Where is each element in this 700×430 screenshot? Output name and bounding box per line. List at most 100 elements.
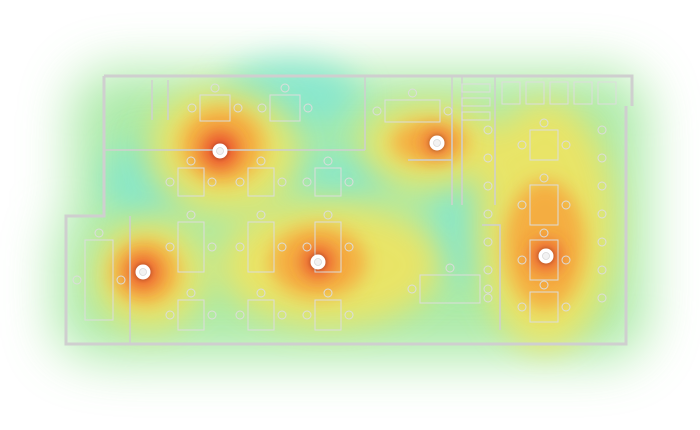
desk-79	[461, 97, 491, 107]
access-point-icon	[216, 147, 224, 155]
desk-76	[573, 81, 593, 105]
chair-59	[483, 284, 493, 294]
chair-14	[165, 242, 175, 252]
desk-1	[177, 167, 205, 197]
desk-75	[549, 81, 569, 105]
chair-20	[256, 210, 266, 220]
chair-16	[186, 210, 196, 220]
chair-19	[277, 242, 287, 252]
chair-82	[483, 125, 493, 135]
access-point-icon	[542, 252, 550, 260]
chair-83	[597, 153, 607, 163]
chair-7	[277, 177, 287, 187]
chair-38	[72, 275, 82, 285]
chair-72	[408, 88, 417, 98]
chair-22	[302, 242, 312, 252]
chair-91	[597, 265, 607, 275]
access-point-icon	[139, 268, 147, 276]
chair-62	[257, 103, 267, 113]
chair-93	[597, 293, 607, 303]
desk-65	[199, 94, 231, 122]
chair-47	[561, 200, 571, 210]
chair-70	[372, 106, 382, 116]
desk-13	[177, 221, 205, 273]
chair-3	[207, 177, 217, 187]
chair-36	[323, 288, 333, 298]
chair-4	[186, 156, 196, 166]
chair-46	[517, 200, 527, 210]
desk-41	[529, 129, 559, 161]
chair-24	[323, 210, 333, 220]
chair-51	[561, 255, 571, 265]
chair-42	[517, 140, 527, 150]
furniture	[72, 81, 617, 331]
chair-44	[539, 118, 549, 128]
chair-34	[302, 310, 312, 320]
access-point-icon	[314, 258, 322, 266]
chair-54	[517, 302, 527, 312]
chair-35	[344, 310, 354, 320]
desk-53	[529, 291, 559, 323]
desk-37	[84, 239, 114, 321]
chair-6	[235, 177, 245, 187]
outer-wall	[64, 74, 634, 346]
chair-58	[407, 284, 417, 294]
desk-9	[314, 167, 342, 197]
desk-80	[461, 111, 491, 121]
chair-87	[597, 209, 607, 219]
chair-27	[207, 310, 217, 320]
chair-92	[483, 265, 493, 275]
chair-56	[539, 280, 549, 290]
chair-32	[256, 288, 266, 298]
desk-29	[247, 299, 275, 331]
chair-68	[210, 83, 220, 93]
desk-61	[269, 94, 301, 122]
chair-60	[445, 263, 455, 273]
chair-89	[597, 237, 607, 247]
chair-81	[597, 125, 607, 135]
chair-86	[483, 181, 493, 191]
access-point-icon	[433, 139, 441, 147]
chair-66	[187, 103, 197, 113]
desk-78	[461, 83, 491, 93]
chair-63	[303, 103, 313, 113]
chair-10	[302, 177, 312, 187]
chair-52	[539, 228, 549, 238]
desk-73	[501, 81, 521, 105]
desk-77	[597, 81, 617, 105]
desk-49	[529, 239, 559, 281]
chair-67	[233, 103, 243, 113]
chair-39	[116, 275, 126, 285]
chair-18	[235, 242, 245, 252]
wall-east-partition	[482, 224, 501, 330]
chair-64	[280, 83, 290, 93]
chair-15	[207, 242, 217, 252]
chair-85	[597, 181, 607, 191]
chair-28	[186, 288, 196, 298]
chair-50	[517, 255, 527, 265]
chair-84	[483, 153, 493, 163]
chair-2	[165, 177, 175, 187]
desk-25	[177, 299, 205, 331]
desk-45	[529, 184, 559, 226]
interior-walls	[104, 76, 501, 344]
chair-11	[344, 177, 354, 187]
chair-30	[235, 310, 245, 320]
chair-43	[561, 140, 571, 150]
desk-74	[525, 81, 545, 105]
desk-57	[419, 274, 481, 304]
chair-71	[443, 106, 453, 116]
chair-40	[94, 228, 104, 238]
desk-33	[314, 299, 342, 331]
chair-23	[344, 242, 354, 252]
desk-21	[314, 221, 342, 273]
desk-17	[247, 221, 275, 273]
chair-8	[256, 156, 266, 166]
chair-12	[323, 156, 333, 166]
chair-55	[561, 302, 571, 312]
desk-69	[384, 99, 441, 123]
wall-closet	[151, 80, 169, 120]
floorplan-walls	[64, 74, 634, 346]
